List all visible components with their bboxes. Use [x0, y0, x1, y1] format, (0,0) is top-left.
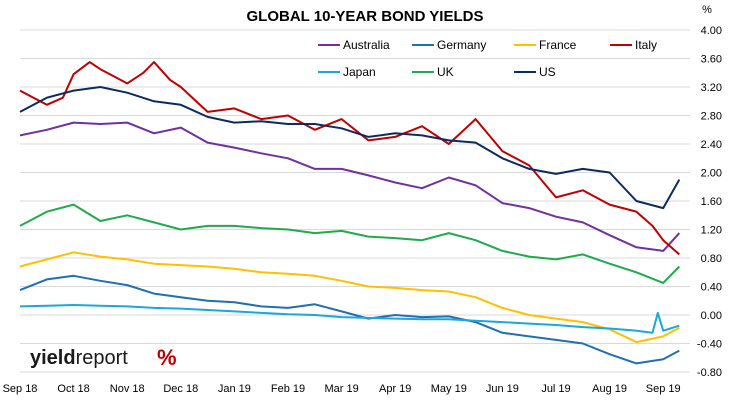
y-tick-label: 4.00 — [701, 25, 722, 37]
y-unit-label: % — [702, 4, 712, 16]
series-line-france — [19, 251, 680, 344]
x-tick-label: Jan 19 — [218, 383, 251, 395]
series-line-australia — [19, 121, 681, 252]
x-tick-label: Jul 19 — [541, 383, 570, 395]
legend-label-italy: Italy — [635, 38, 657, 52]
chart-title: GLOBAL 10-YEAR BOND YIELDS — [247, 8, 484, 25]
x-tick-label: Feb 19 — [271, 383, 305, 395]
grid-layer — [20, 29, 690, 373]
y-tick-label: 1.20 — [701, 225, 722, 237]
x-tick-label: Apr 19 — [379, 383, 411, 395]
x-tick-label: Dec 18 — [163, 383, 198, 395]
legend: Australia Germany France Italy Japan UK US — [318, 38, 657, 79]
x-tick-label: May 19 — [431, 383, 467, 395]
y-tick-label: 0.40 — [701, 282, 722, 294]
series-line-germany — [19, 274, 680, 365]
y-tick-label: 0.80 — [701, 253, 722, 265]
x-tick-label: Oct 18 — [57, 383, 89, 395]
series-line-japan — [19, 304, 680, 334]
y-tick-label: 3.60 — [701, 54, 722, 66]
legend-label-us: US — [539, 65, 556, 79]
series-line-us — [19, 86, 681, 210]
svg-text:yieldreport: yieldreport — [30, 347, 128, 369]
y-tick-label: -0.80 — [697, 367, 722, 379]
yieldreport-logo: yieldreport % — [30, 345, 177, 370]
y-tick-label: 0.00 — [701, 310, 722, 322]
y-tick-label: 2.00 — [701, 168, 722, 180]
y-tick-label: 2.80 — [701, 111, 722, 123]
x-tick-label: Sep 19 — [646, 383, 681, 395]
series-layer — [19, 61, 681, 365]
legend-label-germany: Germany — [437, 38, 486, 52]
x-tick-label: Sep 18 — [3, 383, 38, 395]
y-tick-layer: 4.00 3.60 3.20 2.80 2.40 2.00 1.60 1.20 0.80 0.40… — [697, 25, 722, 379]
y-tick-label: 2.40 — [701, 139, 722, 151]
y-tick-label: -0.40 — [697, 339, 722, 351]
x-tick-label: Aug 19 — [592, 383, 627, 395]
series-line-uk — [19, 203, 681, 284]
legend-label-australia: Australia — [343, 38, 390, 52]
x-tick-label: Mar 19 — [324, 383, 358, 395]
legend-label-japan: Japan — [343, 65, 376, 79]
series-line-italy — [19, 61, 680, 256]
brand-text-light: report — [76, 347, 129, 369]
y-tick-label: 1.60 — [701, 196, 722, 208]
brand-text-main: yield — [30, 347, 76, 369]
legend-label-uk: UK — [437, 65, 454, 79]
x-tick-layer: Sep 18 Oct 18 Nov 18 Dec 18 Jan 19 Feb 19 Mar … — [3, 383, 681, 395]
x-tick-label: Jun 19 — [486, 383, 519, 395]
brand-percent-mark: % — [157, 345, 177, 370]
x-tick-label: Nov 18 — [110, 383, 145, 395]
legend-label-france: France — [539, 38, 577, 52]
y-tick-label: 3.20 — [701, 82, 722, 94]
